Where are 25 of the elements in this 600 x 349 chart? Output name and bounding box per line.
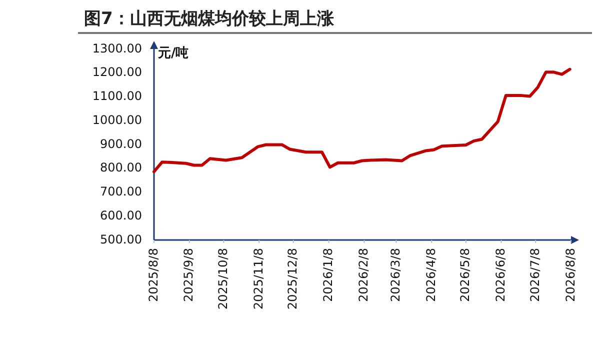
- x-tick-label: 2026/6/8: [494, 248, 508, 302]
- x-tick-label: 2026/4/8: [424, 248, 438, 302]
- y-tick-label: 500.00: [100, 232, 142, 246]
- y-tick-label: 800.00: [100, 160, 142, 175]
- y-tick-label: 1100.00: [92, 89, 142, 104]
- x-tick-label: 2025/10/8: [216, 248, 230, 310]
- x-tick-label: 2026/3/8: [388, 248, 402, 302]
- y-tick-label: 700.00: [100, 184, 142, 199]
- x-tick-label: 2026/7/8: [528, 248, 542, 302]
- x-tick-label: 2025/12/8: [286, 248, 300, 310]
- x-tick-label: 2025/11/8: [251, 248, 266, 310]
- y-tick-label: 900.00: [100, 136, 142, 151]
- y-axis-title: 元/吨: [157, 46, 189, 61]
- x-tick-label: 2025/9/8: [182, 248, 196, 302]
- y-tick-label: 1200.00: [92, 65, 142, 80]
- chart-title: 图7：山西无烟煤均价较上周上涨: [84, 9, 335, 29]
- y-tick-label: 1000.00: [92, 112, 142, 127]
- y-tick-label: 1300.00: [92, 41, 142, 56]
- x-tick-label: 2026/5/8: [458, 248, 472, 302]
- x-tick-label: 2025/8/8: [146, 248, 160, 302]
- x-tick-label: 2026/2/8: [356, 248, 370, 302]
- line-series: [152, 68, 572, 174]
- x-tick-label: 2026/8/8: [563, 248, 578, 302]
- x-tick-label: 2026/1/8: [321, 248, 336, 302]
- y-tick-label: 600.00: [100, 208, 142, 222]
